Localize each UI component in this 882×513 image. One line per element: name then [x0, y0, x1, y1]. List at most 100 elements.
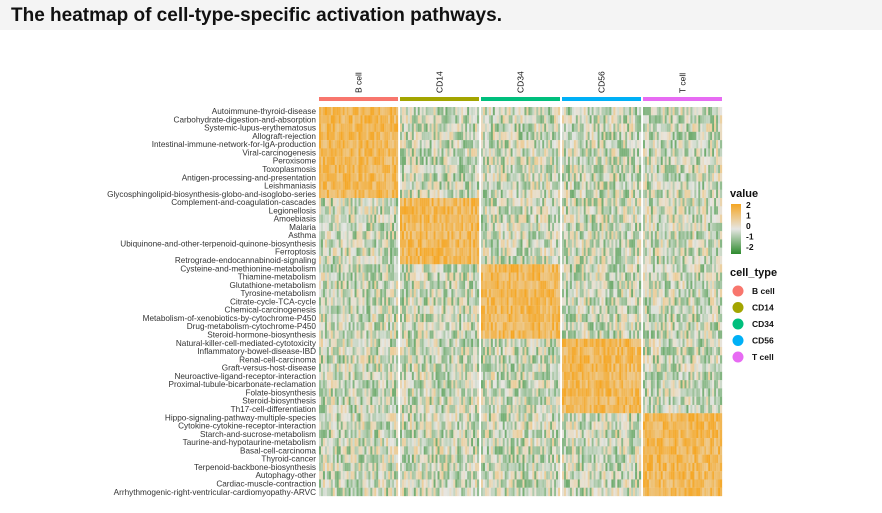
heatmap-cell: [607, 222, 610, 232]
heatmap-cell: [340, 289, 343, 298]
heatmap-cell: [496, 131, 499, 141]
heatmap-cell: [627, 239, 630, 248]
heatmap-cell: [376, 189, 379, 199]
heatmap-cell: [465, 206, 468, 215]
heatmap-cell: [591, 255, 594, 265]
heatmap-cell: [516, 140, 519, 149]
heatmap-cell: [550, 156, 553, 166]
heatmap-cell: [569, 247, 573, 257]
heatmap-cell: [617, 148, 620, 157]
heatmap-cell: [599, 289, 602, 298]
heatmap-cell: [322, 173, 326, 182]
heatmap-cell: [348, 206, 351, 215]
heatmap-cell: [435, 107, 438, 116]
heatmap-cell: [702, 181, 705, 190]
heatmap-cell: [702, 107, 705, 116]
heatmap-cell: [615, 123, 618, 132]
heatmap-cell: [700, 239, 703, 248]
heatmap-cell: [510, 131, 513, 141]
heatmap-cell: [613, 148, 616, 157]
heatmap-cell: [587, 280, 590, 290]
heatmap-cell: [552, 222, 555, 232]
heatmap-cell: [654, 297, 657, 306]
heatmap-cell: [635, 148, 638, 157]
heatmap-cell: [362, 231, 365, 240]
heatmap-cell: [694, 214, 697, 224]
heatmap-cell: [334, 272, 337, 281]
heatmap-cell: [631, 272, 634, 281]
heatmap-cell: [342, 131, 345, 141]
heatmap-cell: [698, 156, 701, 166]
heatmap-cell: [431, 247, 434, 257]
heatmap-cell: [461, 231, 464, 240]
heatmap-cell: [360, 189, 363, 199]
heatmap-cell: [652, 140, 656, 149]
heatmap-cell: [635, 214, 638, 224]
heatmap-cell: [718, 239, 721, 248]
heatmap-cell: [471, 272, 474, 281]
heatmap-cell: [579, 214, 582, 224]
heatmap-cell: [627, 247, 630, 257]
heatmap-cell: [437, 181, 440, 190]
heatmap-cell: [579, 289, 582, 298]
heatmap-cell: [445, 189, 448, 199]
heatmap-cell: [409, 131, 413, 141]
heatmap-cell: [652, 231, 656, 240]
heatmap-cell: [666, 198, 669, 207]
heatmap-cell: [536, 289, 539, 298]
heatmap-cell: [449, 107, 452, 116]
heatmap-cell: [324, 181, 328, 190]
heatmap-cell: [648, 280, 652, 290]
heatmap-cell: [712, 222, 715, 232]
heatmap-cell: [597, 156, 600, 166]
heatmap-cell: [451, 173, 454, 182]
heatmap-cell: [678, 222, 681, 232]
heatmap-cell: [344, 131, 347, 141]
heatmap-cell: [500, 255, 503, 265]
heatmap-cell: [672, 131, 675, 141]
heatmap-cell: [336, 247, 339, 257]
heatmap-cell: [668, 247, 671, 257]
heatmap-cell: [378, 107, 381, 116]
heatmap-cell: [326, 131, 330, 141]
heatmap-cell: [646, 305, 650, 315]
heatmap-cell: [382, 206, 385, 215]
heatmap-cell: [702, 289, 705, 298]
heatmap-cell: [518, 156, 521, 166]
heatmap-cell: [676, 264, 679, 273]
heatmap-cell: [366, 305, 369, 315]
heatmap-cell: [451, 148, 454, 157]
heatmap-cell: [516, 198, 519, 207]
heatmap-cell: [573, 239, 576, 248]
heatmap-cell: [396, 123, 399, 132]
heatmap-cell: [700, 156, 703, 166]
heatmap-cell: [413, 123, 416, 132]
heatmap-cell: [390, 140, 393, 149]
heatmap-cell: [595, 148, 598, 157]
heatmap-cell: [378, 181, 381, 190]
heatmap-cell: [368, 247, 371, 257]
heatmap-cell: [512, 189, 515, 199]
heatmap-cell: [538, 123, 541, 132]
heatmap-cell: [633, 255, 636, 265]
heatmap-cell: [496, 231, 499, 240]
heatmap-cell: [552, 148, 555, 157]
heatmap-cell: [433, 107, 436, 116]
heatmap-cell: [510, 239, 513, 248]
heatmap-cell: [552, 231, 555, 240]
heatmap-cell: [556, 272, 559, 281]
heatmap-cell: [378, 272, 381, 281]
heatmap-cell: [625, 297, 628, 306]
heatmap-cell: [433, 156, 436, 166]
heatmap-cell: [340, 206, 343, 215]
heatmap-cell: [354, 297, 357, 306]
heatmap-cell: [346, 164, 349, 174]
heatmap-cell: [716, 115, 719, 124]
heatmap-cell: [599, 156, 602, 166]
heatmap-cell: [322, 222, 326, 232]
heatmap-cell: [546, 181, 549, 190]
heatmap-cell: [658, 231, 661, 240]
heatmap-cell: [320, 255, 324, 265]
heatmap-cell: [573, 297, 576, 306]
heatmap-cell: [674, 247, 677, 257]
